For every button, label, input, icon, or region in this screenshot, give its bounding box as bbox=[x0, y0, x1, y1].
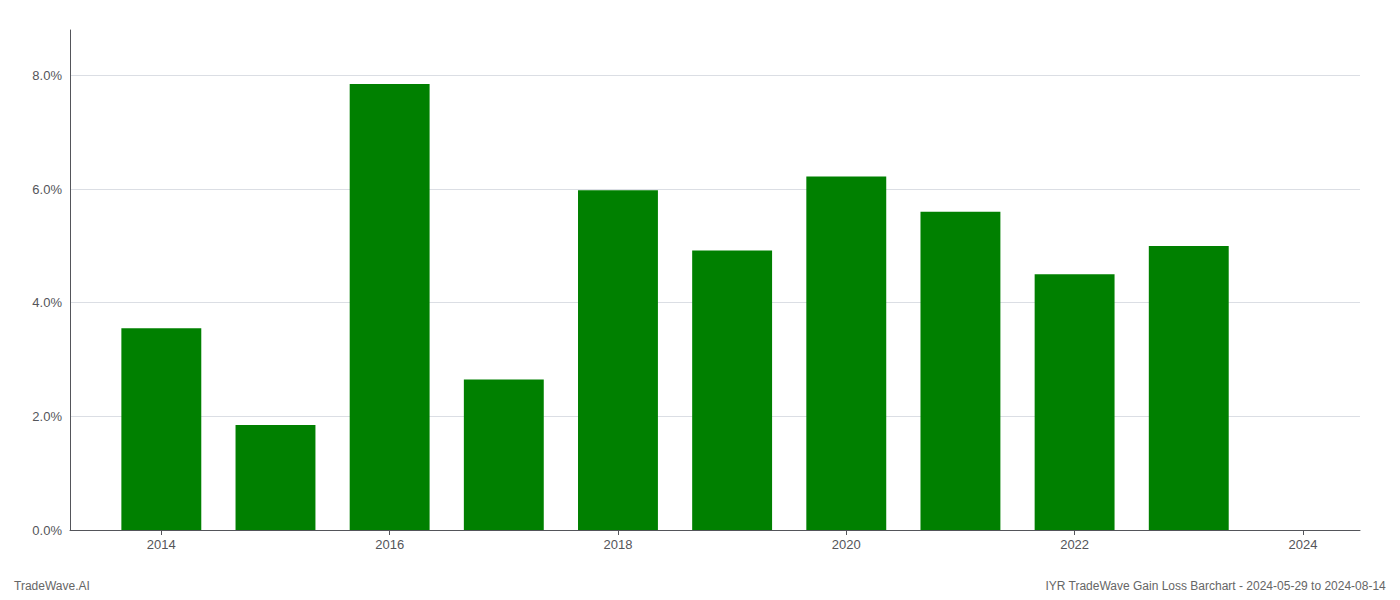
svg-text:TradeWave.AI: TradeWave.AI bbox=[14, 579, 90, 593]
svg-text:2022: 2022 bbox=[1060, 537, 1089, 552]
svg-text:2024: 2024 bbox=[1288, 537, 1317, 552]
svg-text:2.0%: 2.0% bbox=[32, 409, 62, 424]
svg-text:4.0%: 4.0% bbox=[32, 295, 62, 310]
svg-text:2014: 2014 bbox=[147, 537, 176, 552]
svg-text:8.0%: 8.0% bbox=[32, 68, 62, 83]
svg-text:2016: 2016 bbox=[375, 537, 404, 552]
svg-text:0.0%: 0.0% bbox=[32, 523, 62, 538]
svg-text:IYR TradeWave Gain Loss Barcha: IYR TradeWave Gain Loss Barchart - 2024-… bbox=[1045, 579, 1386, 593]
svg-text:6.0%: 6.0% bbox=[32, 182, 62, 197]
svg-text:2018: 2018 bbox=[604, 537, 633, 552]
svg-text:2020: 2020 bbox=[832, 537, 861, 552]
